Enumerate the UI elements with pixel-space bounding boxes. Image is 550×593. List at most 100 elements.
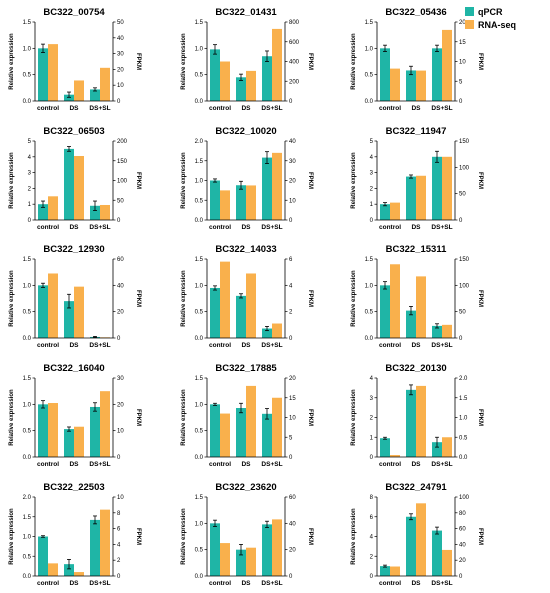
bar-qpcr xyxy=(64,148,74,220)
bar-rnaseq xyxy=(74,286,84,338)
right-tick-label: 20 xyxy=(117,67,124,73)
left-axis-title: Relative expression xyxy=(351,270,357,327)
bar-qpcr xyxy=(236,185,246,220)
left-tick-label: 1.5 xyxy=(195,376,204,382)
left-tick-label: 2.0 xyxy=(23,495,32,501)
bar-rnaseq xyxy=(272,28,282,102)
right-tick-label: 100 xyxy=(459,283,470,289)
bar-qpcr xyxy=(64,564,74,576)
category-label: control xyxy=(209,105,231,112)
bar-qpcr xyxy=(38,204,48,220)
bar-rnaseq xyxy=(442,549,452,576)
bar-qpcr xyxy=(38,48,48,101)
left-tick-label: 3 xyxy=(370,171,374,177)
left-tick-label: 0.0 xyxy=(365,336,374,342)
bar-qpcr xyxy=(210,523,220,576)
bar-rnaseq xyxy=(442,437,452,457)
right-tick-label: 30 xyxy=(117,52,124,58)
left-axis-title: Relative expression xyxy=(181,152,187,209)
category-label: DS xyxy=(69,224,79,231)
category-label: DS xyxy=(69,342,79,349)
left-tick-label: 1.0 xyxy=(195,46,204,52)
bar-qpcr xyxy=(90,89,100,101)
left-tick-label: 1.0 xyxy=(365,283,374,289)
left-tick-label: 1.5 xyxy=(195,159,204,165)
right-tick-label: 50 xyxy=(117,20,124,26)
chart-title: BC322_16040 xyxy=(43,363,104,374)
right-tick-label: 10 xyxy=(117,429,124,435)
left-tick-label: 0.5 xyxy=(23,429,32,435)
bar-qpcr xyxy=(380,48,390,101)
category-label: DS+SL xyxy=(261,461,282,468)
bar-rnaseq xyxy=(272,323,282,338)
left-tick-label: 0 xyxy=(370,455,374,461)
bar-qpcr xyxy=(262,524,272,576)
bar-qpcr xyxy=(64,429,74,457)
category-label: DS+SL xyxy=(89,105,110,112)
category-label: DS+SL xyxy=(431,461,452,468)
bar-qpcr xyxy=(432,530,442,576)
left-tick-label: 1.0 xyxy=(195,283,204,289)
right-axis-title: FPKM xyxy=(307,528,313,545)
left-tick-label: 0 xyxy=(28,218,32,224)
right-tick-label: 20 xyxy=(117,402,124,408)
left-tick-label: 0.0 xyxy=(195,99,204,105)
right-axis-title: FPKM xyxy=(135,172,141,189)
right-tick-label: 600 xyxy=(289,40,300,46)
bar-rnaseq xyxy=(48,196,58,220)
bar-rnaseq xyxy=(100,204,110,220)
chart-title: BC322_14033 xyxy=(215,244,276,255)
right-tick-label: 400 xyxy=(289,60,300,66)
bar-qpcr xyxy=(210,404,220,457)
bar-qpcr xyxy=(406,310,416,338)
bar-rnaseq xyxy=(272,152,282,220)
chart-title: BC322_01431 xyxy=(215,7,277,18)
left-tick-label: 4 xyxy=(370,376,374,382)
bar-rnaseq xyxy=(246,185,256,220)
left-tick-label: 2.0 xyxy=(195,139,204,145)
left-tick-label: 2 xyxy=(370,416,374,422)
category-label: DS xyxy=(241,342,251,349)
chart-title: BC322_15311 xyxy=(386,244,447,255)
left-tick-label: 0.0 xyxy=(195,218,204,224)
bar-qpcr xyxy=(406,516,416,576)
bar-rnaseq xyxy=(416,276,426,338)
category-label: control xyxy=(209,224,231,231)
bar-rnaseq xyxy=(416,70,426,101)
right-tick-label: 0.0 xyxy=(459,455,468,461)
right-axis-title: FPKM xyxy=(307,172,313,189)
bar-rnaseq xyxy=(220,413,230,457)
right-tick-label: 20 xyxy=(289,548,296,554)
right-tick-label: 20 xyxy=(289,179,296,185)
right-tick-label: 200 xyxy=(289,79,300,85)
category-label: control xyxy=(37,461,59,468)
right-tick-label: 200 xyxy=(117,139,128,145)
right-tick-label: 0 xyxy=(459,574,463,580)
legend-swatch-qpcr xyxy=(465,7,474,16)
right-tick-label: 150 xyxy=(459,257,470,263)
category-label: control xyxy=(379,105,401,112)
right-tick-label: 10 xyxy=(289,198,296,204)
legend-label-rnaseq: RNA-seq xyxy=(478,20,516,30)
bar-rnaseq xyxy=(100,509,110,576)
category-label: DS+SL xyxy=(261,224,282,231)
left-tick-label: 0.5 xyxy=(23,554,32,560)
bar-rnaseq xyxy=(220,261,230,338)
category-label: DS+SL xyxy=(261,342,282,349)
bar-rnaseq xyxy=(442,156,452,220)
right-tick-label: 150 xyxy=(117,159,128,165)
bar-qpcr xyxy=(210,49,220,101)
chart-title: BC322_06503 xyxy=(43,126,104,137)
category-label: DS xyxy=(69,105,79,112)
left-tick-label: 5 xyxy=(28,139,32,145)
left-tick-label: 8 xyxy=(370,495,374,501)
bar-qpcr xyxy=(262,56,272,101)
left-axis-title: Relative expression xyxy=(351,33,357,90)
right-tick-label: 0 xyxy=(289,99,293,105)
bar-qpcr xyxy=(406,389,416,457)
